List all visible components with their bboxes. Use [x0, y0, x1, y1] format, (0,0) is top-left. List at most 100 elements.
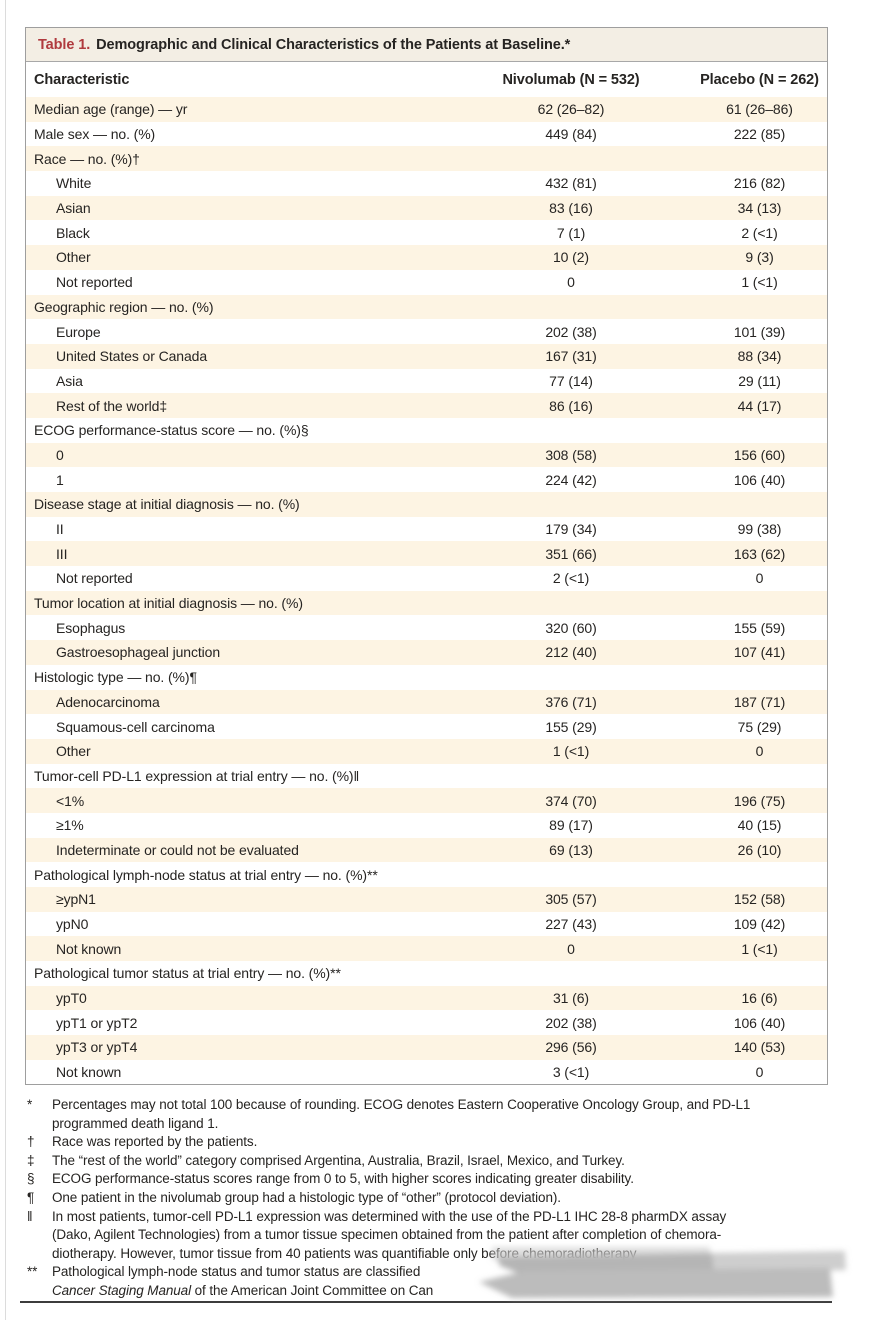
placebo-cell: 16 (6): [741, 990, 778, 1007]
table-row: Pathological lymph-node status at trial …: [26, 862, 827, 887]
placebo-cell: 156 (60): [733, 446, 786, 463]
characteristic-cell: 0: [56, 446, 64, 463]
column-header-nivolumab: Nivolumab (N = 532): [502, 71, 640, 88]
table-row: 0 308 (58) 156 (60): [26, 442, 827, 468]
table-row: <1% 374 (70) 196 (75): [26, 788, 827, 813]
characteristic-cell: Histologic type — no. (%)¶: [34, 669, 197, 686]
footnote: ‖ In most patients, tumor-cell PD-L1 expr…: [27, 1208, 849, 1264]
characteristic-cell: ≥ypN1: [56, 891, 96, 908]
placebo-cell: 216 (82): [733, 175, 786, 192]
table-row: Geographic region — no. (%): [26, 294, 827, 320]
nivolumab-cell: 3 (<1): [552, 1064, 590, 1081]
characteristic-cell: Esophagus: [56, 619, 126, 636]
table-row: White 432 (81) 216 (82): [26, 171, 827, 196]
nivolumab-cell: 308 (58): [545, 446, 597, 463]
footnote: § ECOG performance-status scores range fr…: [27, 1170, 849, 1189]
characteristic-cell: United States or Canada: [56, 348, 208, 365]
characteristic-cell: Europe: [56, 323, 101, 340]
footnote-marker: ‖: [27, 1208, 33, 1224]
placebo-cell: 44 (17): [737, 397, 782, 414]
footnote-line: One patient in the nivolumab group had a…: [52, 1189, 561, 1205]
characteristic-cell: Not known: [56, 1064, 122, 1081]
nivolumab-cell: 2 (<1): [552, 570, 590, 587]
placebo-cell: 26 (10): [737, 841, 782, 858]
table-row: Not known 0 1 (<1): [26, 936, 827, 962]
table-row: II 179 (34) 99 (38): [26, 517, 827, 542]
characteristic-cell: 1: [56, 471, 64, 488]
footnote-text: ECOG performance-status scores range fro…: [52, 1170, 849, 1189]
characteristic-cell: II: [56, 521, 64, 538]
placebo-cell: 101 (39): [733, 323, 786, 340]
placebo-cell: 155 (59): [733, 619, 786, 636]
footnote-line: programmed death ligand 1.: [52, 1115, 219, 1131]
column-header-characteristic: Characteristic: [34, 71, 130, 88]
characteristic-cell: Tumor location at initial diagnosis — no…: [34, 595, 303, 612]
table-row: Race — no. (%)†: [26, 146, 827, 172]
nivolumab-cell: 432 (81): [545, 175, 597, 192]
placebo-cell: 140 (53): [733, 1039, 786, 1056]
nivolumab-cell: 7 (1): [556, 224, 586, 241]
table-row: Disease stage at initial diagnosis — no.…: [26, 492, 827, 517]
footnote-text: Race was reported by the patients.: [52, 1133, 849, 1152]
table-row: Histologic type — no. (%)¶: [26, 665, 827, 690]
footnote-marker: *: [27, 1097, 33, 1112]
footnote: ** Pathological lymph-node status and tum…: [27, 1263, 849, 1300]
footnote-marker: **: [27, 1264, 38, 1280]
nivolumab-cell: 62 (26–82): [537, 101, 605, 118]
placebo-cell: 0: [755, 570, 764, 587]
characteristic-cell: Pathological lymph-node status at trial …: [34, 866, 378, 883]
characteristic-cell: Rest of the world‡: [56, 397, 168, 414]
column-header-placebo: Placebo (N = 262): [700, 71, 819, 88]
characteristic-cell: ≥1%: [56, 817, 84, 834]
table-row: III 351 (66) 163 (62): [26, 541, 827, 567]
table-row: Esophagus 320 (60) 155 (59): [26, 615, 827, 640]
placebo-cell: 9 (3): [745, 249, 774, 266]
footnote-text: The “rest of the world” category compris…: [52, 1152, 849, 1171]
nivolumab-cell: 89 (17): [549, 817, 593, 834]
table-row: Not known 3 (<1) 0: [26, 1060, 827, 1085]
table-row: Tumor location at initial diagnosis — no…: [26, 590, 827, 616]
footnote-text: Pathological lymph-node status and tumor…: [52, 1263, 849, 1300]
footnote-text: Percentages may not total 100 because of…: [52, 1096, 849, 1133]
placebo-cell: 1 (<1): [741, 274, 778, 291]
table-row: Asia 77 (14) 29 (11): [26, 369, 827, 394]
table-row: ypT1 or ypT2 202 (38) 106 (40): [26, 1010, 827, 1035]
placebo-cell: 222 (85): [733, 126, 786, 143]
placebo-cell: 99 (38): [737, 521, 782, 538]
nivolumab-cell: 202 (38): [545, 323, 597, 340]
characteristic-cell: White: [56, 175, 92, 192]
placebo-cell: 29 (11): [738, 372, 781, 389]
table-row: ypT0 31 (6) 16 (6): [26, 985, 827, 1011]
characteristic-cell: Median age (range) — yr: [34, 101, 188, 118]
footnote-line: Race was reported by the patients.: [52, 1134, 258, 1150]
footnote-line: ECOG performance-status scores range fro…: [52, 1171, 634, 1187]
nivolumab-cell: 31 (6): [553, 990, 589, 1007]
page-edge-line: [5, 0, 6, 1320]
nivolumab-cell: 305 (57): [545, 891, 597, 908]
nivolumab-cell: 227 (43): [545, 916, 597, 933]
table-row: Squamous-cell carcinoma 155 (29) 75 (29): [26, 714, 827, 739]
characteristic-cell: Indeterminate or could not be evaluated: [56, 841, 299, 858]
footnote: * Percentages may not total 100 because o…: [27, 1096, 849, 1133]
nivolumab-cell: 449 (84): [545, 126, 597, 143]
characteristic-cell: ECOG performance-status score — no. (%)§: [34, 422, 309, 439]
table-row: United States or Canada 167 (31) 88 (34): [26, 343, 827, 369]
table-row: Indeterminate or could not be evaluated 6…: [26, 837, 827, 863]
characteristic-cell: ypT3 or ypT4: [56, 1039, 138, 1056]
table-row: ≥1% 89 (17) 40 (15): [26, 813, 827, 838]
placebo-cell: 187 (71): [733, 693, 786, 710]
footnote: ¶ One patient in the nivolumab group had …: [27, 1189, 849, 1208]
table-row: Median age (range) — yr 62 (26–82) 61 (26–…: [26, 97, 827, 122]
characteristic-cell: Pathological tumor status at trial entry…: [34, 965, 341, 982]
footnote-line: In most patients, tumor-cell PD-L1 expre…: [52, 1208, 727, 1224]
table-row: Not reported 2 (<1) 0: [26, 566, 827, 591]
placebo-cell: 107 (41): [733, 644, 786, 661]
nivolumab-cell: 1 (<1): [552, 743, 590, 760]
characteristic-cell: Asia: [56, 372, 83, 389]
characteristic-cell: Asian: [56, 200, 91, 217]
footnote-text: In most patients, tumor-cell PD-L1 expre…: [52, 1208, 849, 1264]
footnote-line: (Dako, Agilent Technologies) from a tumo…: [52, 1227, 722, 1243]
nivolumab-cell: 167 (31): [545, 348, 597, 365]
characteristic-cell: Not reported: [56, 274, 133, 291]
